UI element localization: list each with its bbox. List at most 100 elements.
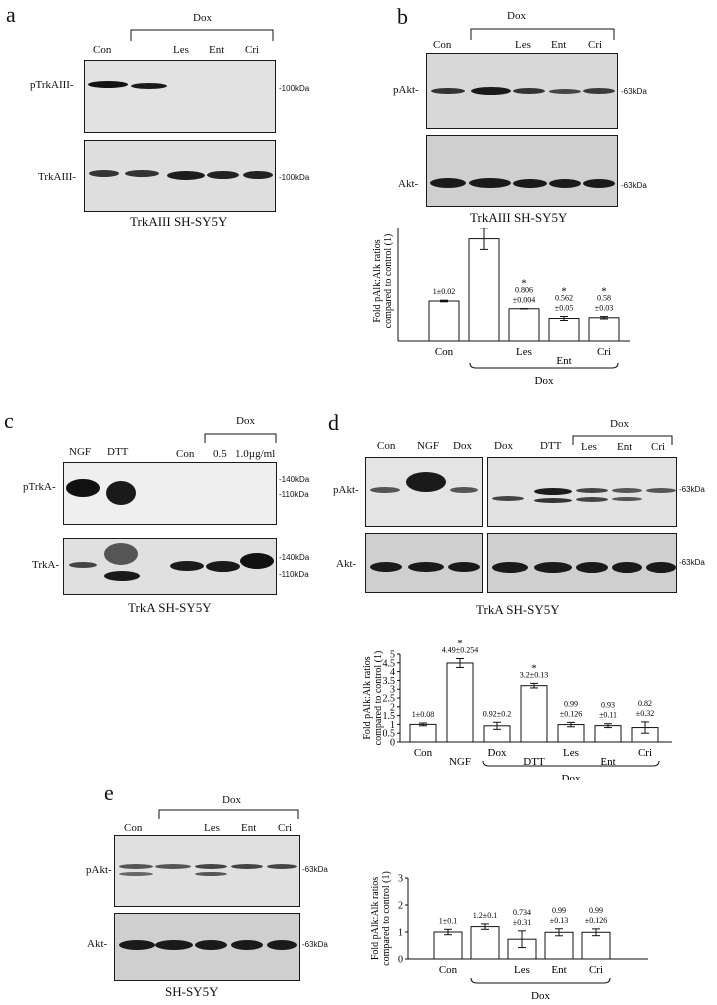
- panel-d-lane-dox-right: Dox: [494, 440, 513, 452]
- chart-e-group-label: Dox: [531, 990, 550, 1000]
- panel-c-lane-dtt: DTT: [107, 446, 129, 458]
- chart-d-data-label-4-1: ±0.126: [560, 709, 582, 718]
- chart-d-group-bracket: [482, 760, 660, 767]
- chart-e-group-bracket: [470, 977, 611, 984]
- panel-d-caption: TrkA SH-SY5Y: [476, 602, 560, 617]
- chart-e-ytick-label-1: 1: [398, 928, 403, 939]
- panel-a-dox-label: Dox: [193, 12, 212, 24]
- panel-c-row-trka: TrkA-: [32, 559, 60, 571]
- panel-d-dox-label: Dox: [610, 418, 629, 430]
- chart-d-ytick-label-2: 1: [390, 720, 395, 731]
- panel-d-blot-akt-left: [365, 533, 483, 593]
- chart-d-ylabel-line2: compared to control (1): [373, 651, 384, 746]
- chart-d-data-label-3-0: 3.2±0.13: [520, 670, 548, 679]
- panel-e-row-pakt: pAkt-: [86, 864, 112, 876]
- chart-d-category-4: Les: [563, 747, 579, 759]
- panel-c-blot-ptrka: [63, 462, 277, 525]
- panel-a-lane-ent: Ent: [209, 44, 225, 56]
- panel-b-lane-cri: Cri: [588, 39, 603, 51]
- chart-e-ylabel-line1: Fold pAlk:Alk ratios: [370, 877, 381, 960]
- chart-d-data-label-5-1: ±0.11: [599, 711, 617, 720]
- panel-c-dox-label: Dox: [236, 415, 255, 427]
- chart-e-bar-4: [581, 931, 611, 960]
- chart-d-category-6: Cri: [638, 747, 652, 759]
- panel-b-mw-top: -63kDa: [621, 87, 647, 96]
- panel-a-mw-bottom: -100kDa: [279, 173, 310, 182]
- panel-b-lane-ent: Ent: [551, 39, 567, 51]
- chart-b-group-label: Dox: [535, 375, 554, 387]
- chart-d-ytick-label-4: 2: [390, 702, 395, 713]
- panel-d-lane-con: Con: [377, 440, 396, 452]
- chart-d-category-3: DTT: [523, 756, 545, 768]
- chart-d-data-label-4-0: 0.99: [564, 699, 578, 708]
- chart-b-data-label-2-1: ±0.004: [513, 296, 535, 305]
- chart-e-ytick-label-2: 2: [398, 901, 403, 912]
- chart-b-group-bracket: [469, 362, 619, 369]
- panel-e-lane-con: Con: [124, 822, 143, 834]
- chart-b-bar-4: [588, 317, 620, 342]
- chart-b-bar-3: [548, 318, 580, 342]
- panel-d-letter: d: [328, 410, 339, 435]
- panel-e-mw-bottom: -63kDa: [302, 940, 328, 949]
- panel-a-lane-con: Con: [93, 44, 112, 56]
- panel-b-row-akt: Akt-: [398, 178, 419, 190]
- panel-a-blot-ptrkaiii: [84, 60, 276, 133]
- panel-e-lane-les: Les: [204, 822, 220, 834]
- panel-d-mw-bottom: -63kDa: [679, 558, 705, 567]
- chart-d-data-label-6-0: 0.82: [638, 699, 652, 708]
- panel-a-mw-top: -100kDa: [279, 84, 310, 93]
- panel-e-letter: e: [104, 780, 114, 805]
- chart-d-bar-3: [520, 685, 548, 743]
- chart-b-data-label-4-1: ±0.03: [595, 304, 613, 313]
- chart-b-data-label-4-0: 0.58: [597, 294, 611, 303]
- panel-b-blot-pakt: [426, 53, 618, 129]
- chart-b-significance-2: *: [521, 278, 527, 290]
- chart-d-significance-1: *: [457, 640, 463, 650]
- panel-a-row-trkaiii: TrkAIII-: [38, 171, 77, 183]
- panel-e-blot-pakt: [114, 835, 300, 907]
- chart-d-ylabel-line1: Fold pAlk:Alk ratios: [362, 656, 373, 739]
- chart-e-bar-3: [544, 931, 574, 960]
- panel-e-lane-cri: Cri: [278, 822, 293, 834]
- chart-e-data-label-2-1: ±0.31: [513, 918, 531, 927]
- panel-b-lane-con: Con: [433, 39, 452, 51]
- chart-b-category-4: Cri: [597, 346, 611, 358]
- panel-a-blot-trkaiii: [84, 140, 276, 212]
- panel-d-blot-pakt-left: [365, 457, 483, 527]
- panel-c-lane-ngf: NGF: [69, 446, 92, 458]
- panel-a-lane-cri: Cri: [245, 44, 260, 56]
- chart-e-ylabel-line2: compared to control (1): [381, 871, 392, 966]
- chart-d-category-0: Con: [414, 747, 433, 759]
- panel-e-blot-akt: [114, 913, 300, 981]
- panel-b-letter: b: [397, 4, 408, 29]
- panel-e-dox-label: Dox: [222, 794, 241, 806]
- panel-d-lane-ent: Ent: [617, 441, 633, 453]
- panel-c-mw-top-140: -140kDa: [279, 475, 310, 484]
- panel-c-blot-trka: [63, 538, 277, 595]
- panel-d-row-akt: Akt-: [336, 558, 357, 570]
- panel-d-lane-les: Les: [581, 441, 597, 453]
- chart-b-significance-4: *: [601, 286, 607, 298]
- panel-c-caption: TrkA SH-SY5Y: [128, 600, 212, 615]
- chart-d-data-label-0-0: 1±0.08: [412, 710, 434, 719]
- panel-c-lane-1-0: 1.0µg/ml: [235, 448, 276, 460]
- chart-e-data-label-1-0: 1.2±0.1: [473, 911, 497, 920]
- panel-a-lane-les: Les: [173, 44, 189, 56]
- chart-e-data-label-4-0: 0.99: [589, 906, 603, 915]
- chart-d-ytick-label-7: 3.5: [383, 676, 396, 687]
- panel-b-mw-bottom: -63kDa: [621, 181, 647, 190]
- panel-c-dox-bracket: [204, 433, 277, 443]
- panel-e-dox-bracket: [158, 809, 299, 819]
- panel-b-dox-label: Dox: [507, 10, 526, 22]
- panel-d-lane-dox-left: Dox: [453, 440, 472, 452]
- panel-c-letter: c: [4, 408, 14, 433]
- chart-e-bar-1: [470, 926, 500, 960]
- panel-a-dox-bracket: [130, 29, 274, 41]
- panel-b-dox-bracket: [470, 28, 615, 40]
- chart-d-bar-5: [594, 725, 622, 743]
- chart-e-data-label-3-0: 0.99: [552, 906, 566, 915]
- chart-d-category-2: Dox: [488, 747, 507, 759]
- panel-a-caption: TrkAIII SH-SY5Y: [130, 214, 228, 229]
- chart-e-bar-0: [433, 931, 463, 960]
- chart-b-category-0: Con: [435, 346, 454, 358]
